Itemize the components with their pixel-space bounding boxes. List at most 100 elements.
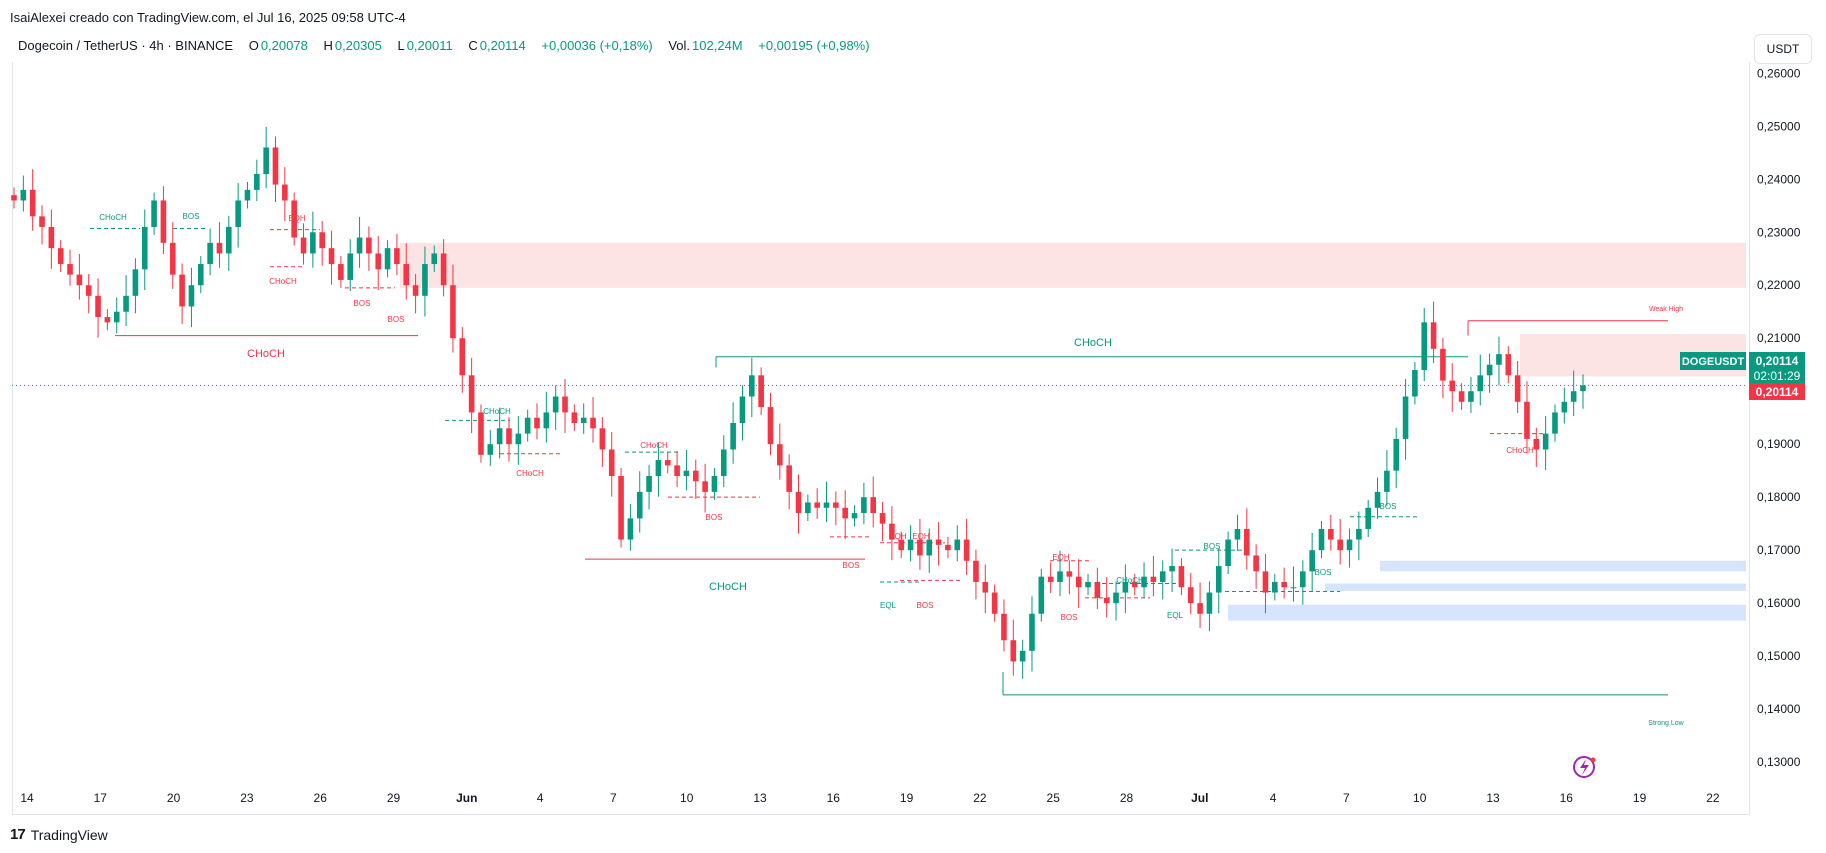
annotation-label: CHoCH [1506, 446, 1534, 455]
candle-body [608, 449, 615, 476]
x-tick-label: 22 [1706, 791, 1720, 805]
candle-body [524, 417, 531, 434]
annotation-label: EQH [288, 214, 306, 223]
candle-body [720, 449, 727, 476]
candle-body [1384, 470, 1390, 492]
candle-body [310, 232, 316, 254]
candle-body [1122, 581, 1129, 593]
candle-body [1458, 391, 1465, 402]
candle-body [1496, 354, 1502, 365]
candle-body [1524, 401, 1530, 439]
candle-body [664, 460, 671, 466]
candle-body [749, 375, 755, 397]
candle-body [590, 417, 596, 429]
candle-body [917, 539, 923, 556]
candle-body [188, 285, 195, 307]
symbol-name[interactable]: Dogecoin / TetherUS · 4h · BINANCE [18, 38, 234, 53]
y-tick-label: 0,17000 [1757, 543, 1801, 557]
price-tags-layer: DOGEUSDT 0,20114 02:01:29 0,20114 [1680, 352, 1805, 400]
candle-body [571, 412, 578, 423]
candle-body [851, 513, 858, 519]
high-label: H [323, 38, 333, 53]
candle-body [1169, 566, 1175, 572]
candle-body [1253, 555, 1259, 572]
x-tick-label: 20 [167, 791, 181, 805]
candle-body [534, 417, 540, 429]
candle-body [1225, 539, 1231, 567]
candle-body [1468, 391, 1474, 402]
candle-body [655, 460, 662, 476]
candle-body [1272, 581, 1278, 593]
y-tick-label: 0,16000 [1757, 596, 1801, 610]
x-tick-label: 25 [1047, 791, 1061, 805]
candle-body [963, 539, 970, 561]
candle-body [1356, 528, 1362, 540]
annotation-label: BOS [183, 212, 200, 221]
candle-body [627, 518, 634, 540]
candle-body [450, 285, 456, 339]
annotation-label: BOS [354, 299, 371, 308]
candle-body [11, 195, 17, 201]
structure-lines-layer [90, 228, 1668, 696]
candle-body [758, 375, 764, 408]
candle-body [366, 237, 372, 254]
candle-body [496, 428, 503, 445]
candle-body [57, 248, 64, 265]
candle-body [1374, 491, 1381, 508]
annotation-label: CHoCH [483, 407, 511, 416]
candle-body [786, 465, 792, 492]
currency-button[interactable]: USDT [1754, 34, 1812, 64]
x-tick-label: Jul [1191, 791, 1208, 805]
x-tick-label: 17 [94, 791, 108, 805]
candle-body [805, 502, 811, 514]
annotation-label: CHoCH [99, 213, 127, 222]
price-tag: 0,20114 [1756, 354, 1799, 368]
x-tick-label: 28 [1120, 791, 1134, 805]
candle-body [459, 338, 466, 376]
low-label: L [397, 38, 405, 53]
candle-body [842, 507, 848, 519]
x-tick-label: 4 [1270, 791, 1277, 805]
candle-body [702, 481, 708, 492]
candle-body [1533, 438, 1540, 450]
annotation-label: Strong Low [1648, 720, 1684, 727]
candle-body [1215, 566, 1222, 593]
lightning-icon[interactable] [1573, 756, 1596, 778]
candle-body [795, 491, 802, 514]
candle-body [1328, 528, 1334, 540]
annotation-label: CHoCH [1116, 576, 1144, 585]
candle-body [674, 465, 680, 476]
candle-body [1430, 322, 1437, 349]
annotation-label: EQH [1052, 553, 1070, 562]
candle-body [300, 237, 307, 254]
annotation-label: BOS [1315, 568, 1332, 577]
candle-body [1281, 581, 1287, 588]
candle-body [562, 396, 568, 413]
annotation-label: BOS [1061, 613, 1078, 622]
brand-footer[interactable]: 17 TradingView [10, 826, 108, 843]
x-tick-label: 19 [1633, 791, 1647, 805]
high-value: 0,20305 [334, 38, 382, 53]
candle-body [926, 539, 933, 556]
candle-body [179, 274, 185, 307]
candle-body [1561, 401, 1568, 413]
candle-body [216, 242, 223, 254]
candle-body [1486, 364, 1493, 376]
candle-body [954, 539, 961, 551]
candle-body [85, 285, 92, 296]
candle-body [1150, 576, 1157, 582]
supply-zone [400, 242, 1746, 288]
candle-body [151, 200, 157, 227]
candle-body [95, 295, 101, 318]
candle-body [478, 412, 484, 455]
candle-body [468, 375, 475, 413]
candle-body [730, 423, 736, 450]
candle-body [1243, 528, 1250, 556]
candle-body [1113, 592, 1119, 604]
candle-body [123, 295, 129, 312]
brand-name: TradingView [30, 826, 108, 843]
candle-body [1309, 550, 1315, 572]
candle-body [739, 396, 746, 423]
candle-body [945, 544, 951, 551]
